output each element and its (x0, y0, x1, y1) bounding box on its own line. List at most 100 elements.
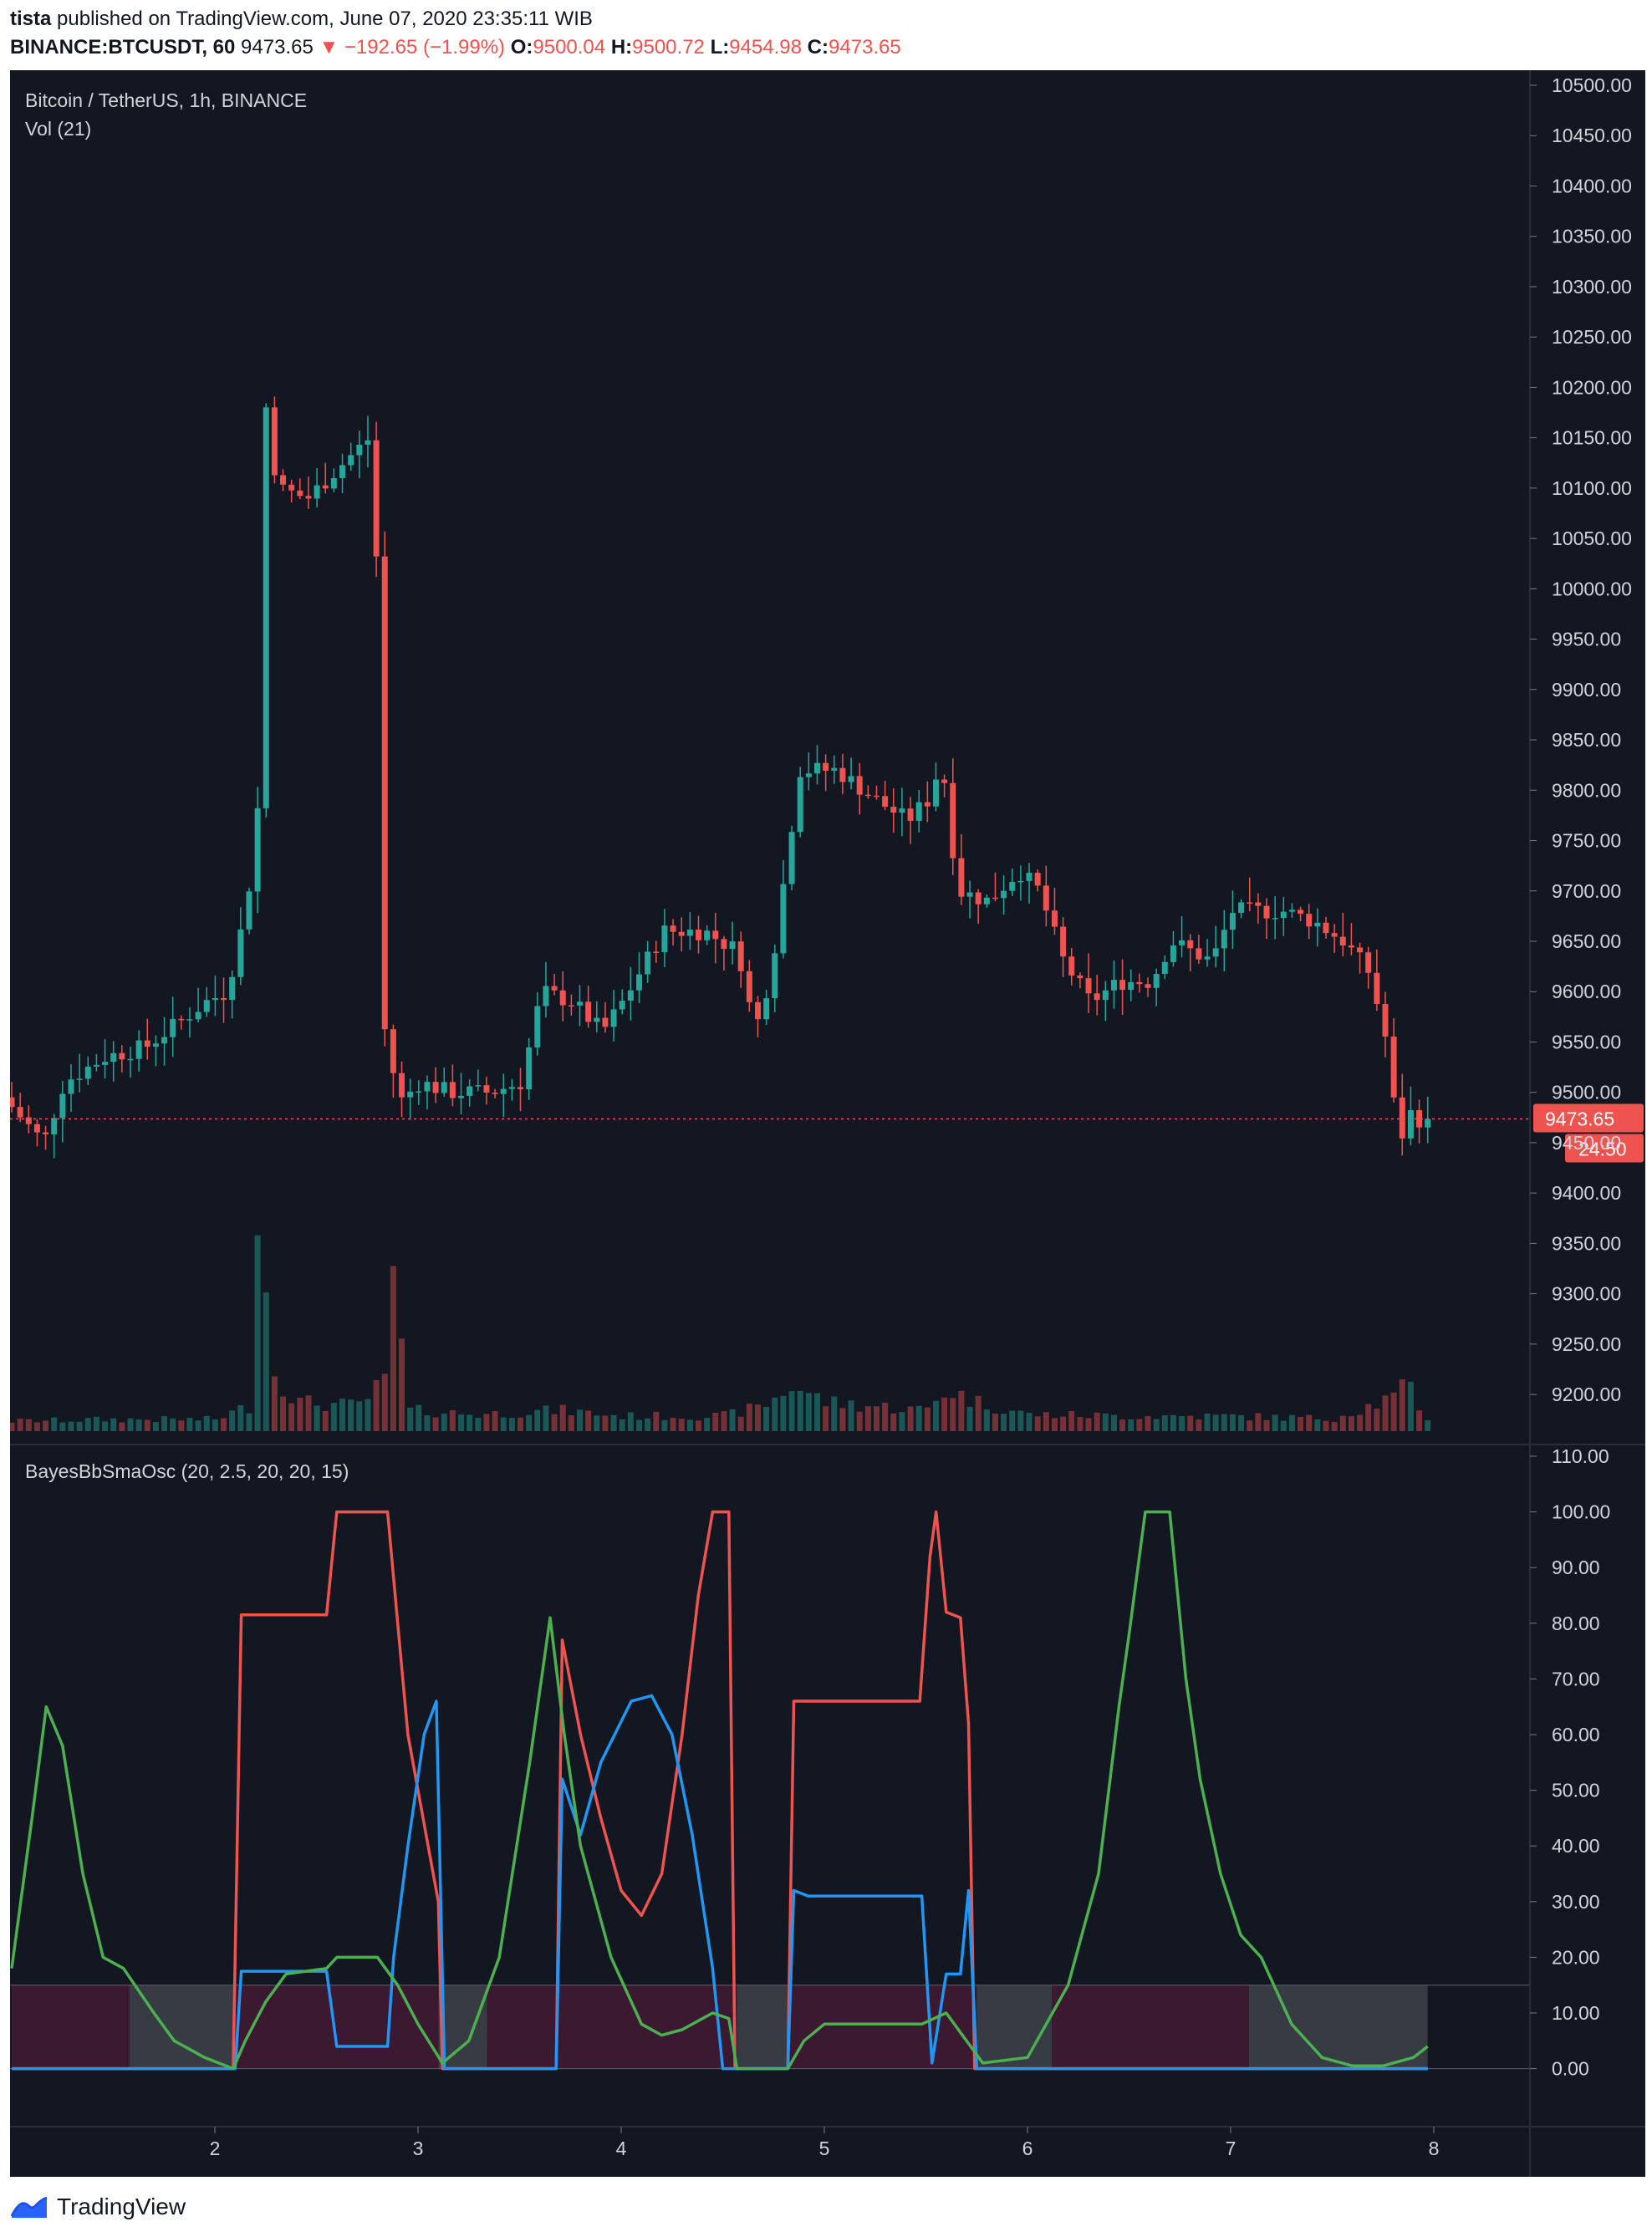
candle-body[interactable] (1382, 1003, 1389, 1037)
osc-green-line[interactable] (10, 1510, 1429, 2071)
candle-body[interactable] (729, 941, 736, 949)
candle-body[interactable] (135, 1040, 142, 1059)
candle-body[interactable] (721, 939, 727, 949)
candle-body[interactable] (246, 891, 252, 930)
candle-body[interactable] (93, 1064, 99, 1067)
candle-body[interactable] (704, 930, 711, 940)
candle-body[interactable] (458, 1095, 465, 1098)
candle-body[interactable] (1238, 902, 1245, 914)
candle-body[interactable] (381, 556, 388, 1030)
candle-body[interactable] (1060, 926, 1067, 957)
candle-body[interactable] (441, 1082, 447, 1093)
candle-body[interactable] (33, 1124, 40, 1133)
candle-body[interactable] (407, 1091, 414, 1098)
candle-body[interactable] (737, 941, 744, 971)
candle-body[interactable] (339, 465, 346, 478)
candle-body[interactable] (1263, 905, 1270, 919)
candle-body[interactable] (1272, 918, 1278, 920)
candle-body[interactable] (399, 1073, 405, 1098)
candle-body[interactable] (577, 1001, 584, 1006)
candle-body[interactable] (432, 1082, 439, 1093)
candle-body[interactable] (161, 1037, 168, 1044)
candle-body[interactable] (831, 767, 838, 771)
symbol-label[interactable]: BINANCE:BTCUSDT, 60 (10, 36, 236, 59)
candle-body[interactable] (500, 1088, 507, 1094)
candle-body[interactable] (170, 1018, 176, 1037)
candle-body[interactable] (1119, 980, 1126, 991)
candle-body[interactable] (950, 782, 956, 859)
candle-body[interactable] (1128, 981, 1134, 991)
candle-body[interactable] (534, 1006, 541, 1048)
candle-body[interactable] (424, 1082, 431, 1092)
candle-body[interactable] (1170, 945, 1176, 962)
candle-body[interactable] (43, 1132, 49, 1134)
candle-body[interactable] (526, 1047, 533, 1090)
candle-body[interactable] (110, 1052, 117, 1062)
candle-body[interactable] (1196, 948, 1202, 960)
candle-body[interactable] (203, 1000, 210, 1012)
candle-body[interactable] (839, 767, 846, 782)
candle-body[interactable] (966, 892, 973, 897)
candle-body[interactable] (1187, 940, 1194, 949)
candle-body[interactable] (1425, 1118, 1431, 1128)
candle-body[interactable] (797, 777, 803, 833)
candle-body[interactable] (1298, 910, 1304, 915)
candle-body[interactable] (882, 796, 889, 808)
osc-blue-line[interactable] (12, 1694, 1428, 2071)
candle-body[interactable] (1339, 936, 1346, 946)
candle-body[interactable] (195, 1011, 201, 1020)
candle-body[interactable] (763, 998, 770, 1020)
candle-body[interactable] (915, 802, 922, 821)
candle-body[interactable] (1204, 956, 1211, 960)
candle-body[interactable] (1009, 882, 1016, 891)
candle-body[interactable] (1374, 972, 1380, 1004)
candle-body[interactable] (975, 892, 982, 904)
candle-body[interactable] (627, 990, 634, 1001)
candle-body[interactable] (585, 1001, 592, 1022)
osc-red-line[interactable] (12, 1510, 1428, 2071)
candle-body[interactable] (1390, 1036, 1397, 1098)
candle-body[interactable] (467, 1086, 473, 1096)
candle-body[interactable] (941, 779, 948, 783)
candle-body[interactable] (263, 407, 269, 808)
candle-body[interactable] (518, 1087, 524, 1090)
candle-body[interactable] (696, 930, 702, 940)
candle-body[interactable] (144, 1040, 150, 1047)
candle-body[interactable] (492, 1093, 498, 1094)
candle-body[interactable] (1043, 885, 1049, 911)
candle-body[interactable] (1051, 910, 1058, 927)
candle-body[interactable] (653, 951, 660, 953)
candle-body[interactable] (1314, 922, 1321, 927)
candle-body[interactable] (17, 1107, 23, 1118)
candle-body[interactable] (864, 794, 871, 797)
candle-body[interactable] (1416, 1110, 1423, 1128)
candle-body[interactable] (1085, 978, 1092, 994)
candle-body[interactable] (212, 997, 218, 1001)
candle-body[interactable] (1017, 880, 1024, 883)
candle-body[interactable] (899, 808, 905, 813)
candle-body[interactable] (84, 1066, 91, 1079)
candle-body[interactable] (856, 776, 863, 795)
candle-body[interactable] (813, 762, 820, 774)
candle-body[interactable] (772, 953, 778, 999)
candle-body[interactable] (1161, 961, 1168, 975)
candle-body[interactable] (661, 925, 668, 952)
candle-body[interactable] (508, 1087, 515, 1089)
candle-body[interactable] (746, 971, 752, 1002)
candle-body[interactable] (373, 440, 380, 557)
candle-body[interactable] (543, 986, 549, 1006)
candle-body[interactable] (8, 1097, 15, 1108)
tradingview-logo-icon[interactable] (10, 2194, 48, 2219)
candle-body[interactable] (958, 858, 965, 897)
candle-body[interactable] (848, 776, 854, 782)
candle-body[interactable] (924, 802, 931, 807)
candle-body[interactable] (127, 1058, 134, 1061)
candle-body[interactable] (475, 1085, 482, 1087)
candle-body[interactable] (907, 808, 914, 821)
candle-body[interactable] (754, 1001, 761, 1020)
candle-body[interactable] (610, 1009, 617, 1027)
candle-body[interactable] (983, 897, 990, 904)
candle-body[interactable] (1034, 872, 1041, 886)
candle-body[interactable] (390, 1029, 396, 1073)
candle-body[interactable] (1357, 947, 1364, 953)
